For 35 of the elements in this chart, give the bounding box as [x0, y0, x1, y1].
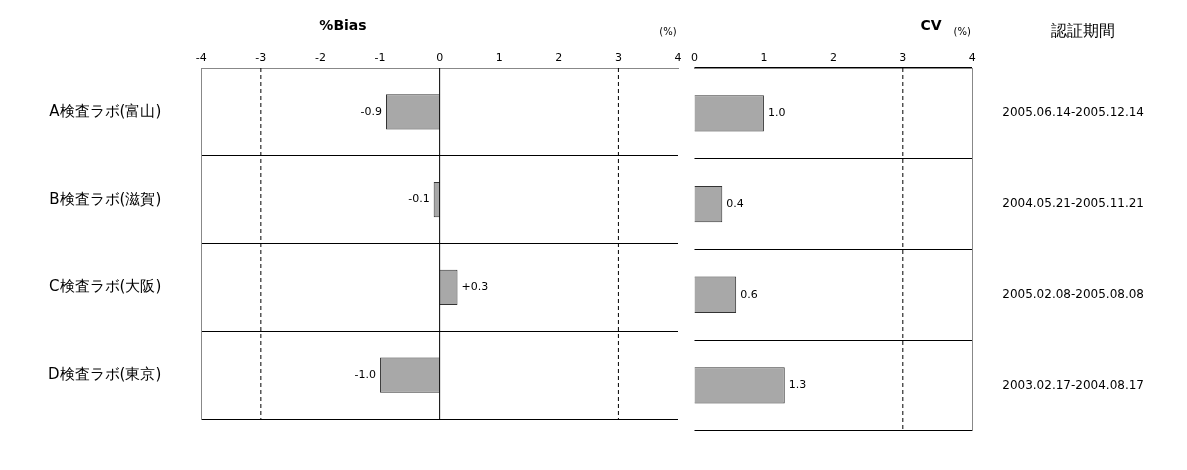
x-tick-label: -1 [374, 51, 386, 65]
y2-axis-title: 認証期間 [1051, 21, 1116, 41]
data-label: -0.1 [408, 192, 430, 206]
x-tick-label: 4 [674, 51, 682, 65]
chart-title: CV [920, 17, 942, 34]
y2-tick-label: 2004.05.21-2005.11.21 [1002, 196, 1145, 211]
data-label: -1.0 [354, 367, 377, 381]
data-label: 1.0 [767, 106, 786, 120]
y-tick-label: C検査ラボ(大阪) [49, 277, 162, 296]
x-tick-label: -4 [195, 51, 207, 65]
y-tick-label: A検査ラボ(富山) [49, 101, 162, 120]
y2-tick-label: 2005.02.08-2005.08.08 [1002, 286, 1145, 301]
data-label: -0.9 [360, 104, 382, 118]
data-label: +0.3 [461, 280, 489, 294]
y-tick-label: D検査ラボ(東京) [47, 365, 162, 384]
data-label: 1.3 [788, 378, 807, 392]
x-tick-label: 3 [614, 51, 622, 65]
x-tick-label: 1 [495, 51, 503, 65]
y2-tick-label: 2003.02.17-2004.08.17 [1002, 377, 1145, 392]
x-tick-label: 4 [968, 51, 976, 65]
data-label: 0.4 [726, 196, 744, 210]
x-tick-label: 0 [436, 51, 444, 65]
y-tick-label: B検査ラボ(滋賀) [49, 189, 162, 208]
x-axis-title: (%) [659, 25, 677, 37]
y2-tick-label: 2005.06.14-2005.12.14 [1002, 105, 1145, 120]
data-label: 0.6 [740, 287, 758, 301]
x-tick-label: 2 [829, 51, 837, 65]
x-tick-label: 2 [555, 51, 563, 65]
x-tick-label: 1 [760, 51, 768, 65]
x-tick-label: 3 [899, 51, 907, 65]
x-tick-label: 0 [691, 51, 698, 65]
x-tick-label: -2 [314, 51, 326, 65]
chart-title: %Bias [319, 17, 367, 34]
x-axis-title: (%) [953, 25, 971, 37]
x-tick-label: -3 [255, 51, 267, 65]
